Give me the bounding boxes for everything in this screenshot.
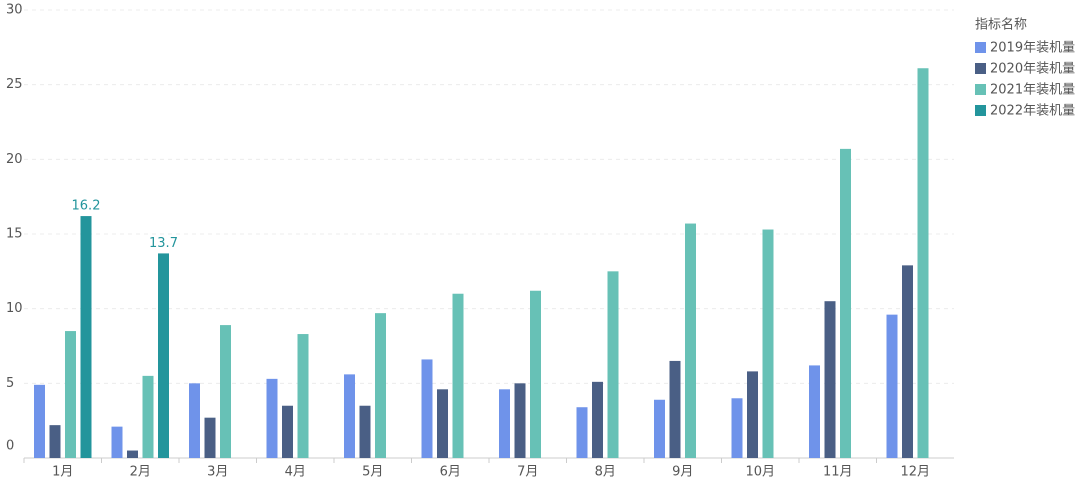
x-tick-label: 4月	[285, 465, 306, 480]
bar	[421, 359, 433, 458]
legend-swatch	[975, 84, 986, 95]
x-tick-label: 11月	[823, 465, 853, 480]
bar	[359, 405, 371, 458]
bar	[499, 389, 510, 458]
legend-swatch	[975, 105, 986, 116]
bar	[747, 371, 758, 458]
y-tick-label: 20	[6, 152, 23, 167]
bar	[592, 381, 603, 458]
x-tick-label: 10月	[745, 465, 775, 480]
x-tick-label: 1月	[52, 465, 73, 480]
bar	[111, 426, 123, 458]
bar	[840, 148, 851, 458]
x-tick-label: 6月	[440, 465, 461, 480]
y-tick-label: 10	[6, 301, 23, 316]
value-label: 16.2	[72, 199, 101, 214]
bar	[204, 417, 216, 458]
bar	[654, 399, 665, 458]
y-tick-label: 15	[6, 227, 23, 242]
bar	[824, 301, 836, 458]
bar	[902, 265, 913, 458]
legend-swatch	[975, 42, 986, 53]
x-tick-label: 8月	[595, 465, 616, 480]
value-label: 13.7	[149, 236, 178, 251]
bar	[297, 334, 309, 458]
bar	[220, 325, 231, 458]
bar	[917, 68, 929, 459]
bar	[607, 271, 619, 458]
y-tick-label: 25	[6, 77, 23, 92]
x-tick-label: 12月	[900, 465, 930, 480]
bar	[576, 407, 588, 458]
bar	[375, 313, 386, 458]
bar	[514, 383, 526, 458]
legend-label: 2019年装机量	[990, 41, 1075, 56]
bar	[886, 314, 898, 458]
bar	[731, 398, 743, 458]
bar	[80, 216, 92, 458]
legend-title: 指标名称	[975, 17, 1027, 33]
bar	[669, 360, 681, 458]
x-tick-label: 5月	[362, 465, 383, 480]
x-tick-label: 2月	[130, 465, 151, 480]
bar	[530, 290, 541, 458]
y-tick-label: 5	[6, 376, 14, 391]
bar	[142, 375, 154, 458]
bar	[189, 383, 200, 458]
bar	[127, 450, 138, 458]
x-tick-label: 9月	[672, 465, 693, 480]
bar	[34, 384, 45, 458]
bar	[809, 365, 820, 458]
legend-swatch	[975, 63, 986, 74]
legend-label: 2021年装机量	[990, 83, 1075, 98]
bar	[762, 229, 774, 458]
y-tick-label: 0	[6, 439, 14, 454]
legend-label: 2022年装机量	[990, 104, 1075, 119]
bar	[685, 223, 696, 458]
bar	[344, 374, 355, 458]
bar	[452, 293, 464, 458]
bar	[266, 378, 278, 458]
legend-label: 2020年装机量	[990, 62, 1075, 77]
bar	[158, 253, 169, 458]
bar	[49, 425, 61, 458]
bar	[65, 331, 76, 458]
bar	[437, 389, 448, 458]
x-tick-label: 7月	[517, 465, 538, 480]
y-tick-label: 30	[6, 3, 23, 18]
x-tick-label: 3月	[207, 465, 228, 480]
bar	[282, 405, 293, 458]
